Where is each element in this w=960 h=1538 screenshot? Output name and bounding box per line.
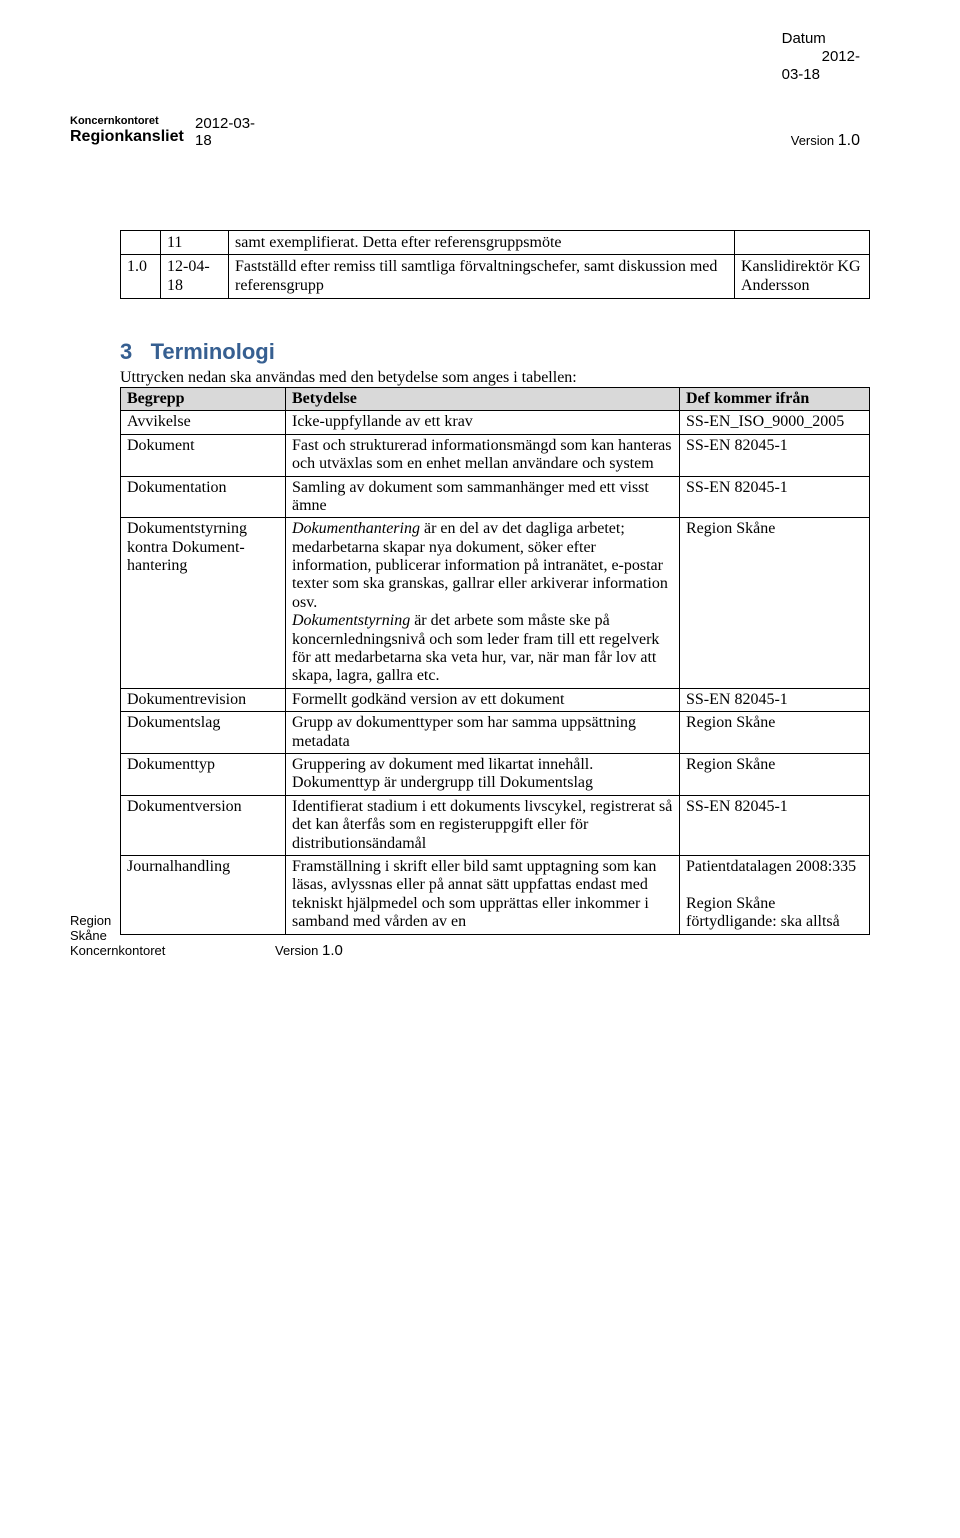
regionkansliet-label: Regionkansliet — [70, 128, 184, 146]
table-header-row: Begrepp Betydelse Def kommer ifrån — [121, 387, 870, 410]
cell: samt exemplifierat. Detta efter referens… — [229, 231, 735, 255]
footer-org: Region Skåne Koncernkontoret — [70, 914, 165, 959]
date2-a: 2012-03- — [195, 115, 255, 132]
header-date2-block: 2012-03- 18 — [195, 115, 255, 150]
cell: Samling av dokument som sammanhänger med… — [286, 476, 680, 518]
cell — [121, 231, 161, 255]
table-row: Dokumenttyp Gruppering av dokument med l… — [121, 753, 870, 795]
italic-term: Dokumentstyrning — [292, 612, 410, 629]
revision-table: 11 samt exemplifierat. Detta efter refer… — [120, 230, 870, 299]
cell: 11 — [161, 231, 229, 255]
heading-text: Terminologi — [151, 339, 275, 364]
table-row: Dokumentslag Grupp av dokumenttyper som … — [121, 712, 870, 754]
footer-version: Version 1.0 — [275, 942, 343, 959]
datum-value-a: 2012- — [782, 48, 860, 66]
cell: Gruppering av dokument med likartat inne… — [286, 753, 680, 795]
cell: Dokumentstyrning kontra Dokument­hanteri… — [121, 518, 286, 689]
table-row: Dokumentversion Identifierat stadium i e… — [121, 795, 870, 855]
cell: Region Skåne — [680, 518, 870, 689]
th-begrepp: Begrepp — [121, 387, 286, 410]
table-row: Journalhandling Framställning i skrift e… — [121, 855, 870, 934]
cell: Icke-uppfyllande av ett krav — [286, 411, 680, 434]
cell: Formellt godkänd version av ett dokument — [286, 688, 680, 711]
cell — [735, 231, 870, 255]
th-betydelse: Betydelse — [286, 387, 680, 410]
cell: Dokumenttyp — [121, 753, 286, 795]
cell: Fast och strukturerad informationsmängd … — [286, 434, 680, 476]
cell: Region Skåne — [680, 712, 870, 754]
footer-version-label: Version — [275, 943, 318, 958]
table-row: Dokument Fast och strukturerad informati… — [121, 434, 870, 476]
table-row: Dokumentrevision Formellt godkänd versio… — [121, 688, 870, 711]
cell: Dokumenthantering är en del av det dagli… — [286, 518, 680, 689]
cell: Grupp av dokumenttyper som har samma upp… — [286, 712, 680, 754]
cell: SS-EN_ISO_9000_2005 — [680, 411, 870, 434]
version-label: Version — [791, 133, 834, 148]
th-def: Def kommer ifrån — [680, 387, 870, 410]
cell: Identifierat stadium i ett dokuments liv… — [286, 795, 680, 855]
table-row: Avvikelse Icke-uppfyllande av ett krav S… — [121, 411, 870, 434]
table-row: Dokumentstyrning kontra Dokument­hanteri… — [121, 518, 870, 689]
italic-term: Dokumenthantering — [292, 520, 420, 537]
terminology-heading: 3 Terminologi — [120, 339, 870, 365]
table-row: Dokumentation Samling av dokument som sa… — [121, 476, 870, 518]
cell: 1.0 — [121, 255, 161, 298]
footer-l2: Skåne — [70, 929, 165, 944]
koncernkontoret-label: Koncernkontoret — [70, 115, 184, 128]
cell: Region Skåne — [680, 753, 870, 795]
text: Patientdatalagen 2008:335 — [686, 858, 856, 875]
cell: 12-04-18 — [161, 255, 229, 298]
footer-version-value: 1.0 — [322, 942, 343, 959]
text: Region Skåne förtydligande: ska alltså — [686, 895, 840, 930]
content: 11 samt exemplifierat. Detta efter refer… — [120, 40, 870, 935]
header-org-block: Koncernkontoret Regionkansliet — [70, 115, 184, 146]
header-date-block: Datum 2012- 03-18 — [782, 30, 860, 84]
cell: Dokumentrevision — [121, 688, 286, 711]
cell: Patientdatalagen 2008:335 Region Skåne f… — [680, 855, 870, 934]
cell: SS-EN 82045-1 — [680, 476, 870, 518]
cell: Dokumentversion — [121, 795, 286, 855]
terminology-table: Begrepp Betydelse Def kommer ifrån Avvik… — [120, 387, 870, 935]
cell: Dokument — [121, 434, 286, 476]
version-value: 1.0 — [838, 132, 860, 149]
header-version: Version 1.0 — [791, 132, 860, 150]
cell: Dokumentslag — [121, 712, 286, 754]
heading-number: 3 — [120, 339, 132, 364]
date2-b: 18 — [195, 132, 255, 149]
footer-l3: Koncernkontoret — [70, 944, 165, 959]
cell: Dokumentation — [121, 476, 286, 518]
cell: Avvikelse — [121, 411, 286, 434]
footer-l1: Region — [70, 914, 165, 929]
table-row: 1.0 12-04-18 Fastställd efter remiss til… — [121, 255, 870, 298]
cell: SS-EN 82045-1 — [680, 688, 870, 711]
terminology-intro: Uttrycken nedan ska användas med den bet… — [120, 369, 870, 387]
cell: SS-EN 82045-1 — [680, 795, 870, 855]
cell: Framställning i skrift eller bild samt u… — [286, 855, 680, 934]
datum-value-b: 03-18 — [782, 66, 860, 84]
datum-label: Datum — [782, 30, 860, 48]
table-row: 11 samt exemplifierat. Detta efter refer… — [121, 231, 870, 255]
cell: SS-EN 82045-1 — [680, 434, 870, 476]
page: Datum 2012- 03-18 Koncernkontoret Region… — [0, 0, 960, 995]
cell: Kanslidirektör KG Andersson — [735, 255, 870, 298]
cell: Fastställd efter remiss till samtliga fö… — [229, 255, 735, 298]
